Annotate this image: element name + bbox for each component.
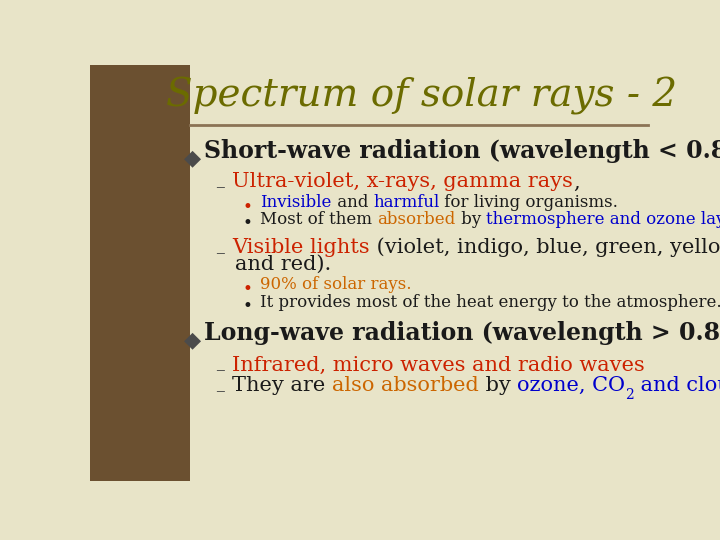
- Text: –: –: [215, 178, 225, 197]
- Text: 2: 2: [626, 388, 634, 402]
- Text: –: –: [215, 382, 225, 400]
- Text: and clouds: and clouds: [634, 376, 720, 395]
- Text: Invisible: Invisible: [260, 194, 332, 211]
- Bar: [90, 65, 190, 481]
- Text: harmful: harmful: [373, 194, 439, 211]
- Text: –: –: [215, 244, 225, 262]
- Text: 90% of solar rays.: 90% of solar rays.: [260, 276, 412, 293]
- Text: by: by: [479, 376, 518, 395]
- Text: also absorbed: also absorbed: [332, 376, 479, 395]
- Text: and: and: [332, 194, 373, 211]
- Text: Most of them: Most of them: [260, 211, 377, 228]
- Text: ozone, CO: ozone, CO: [518, 376, 626, 395]
- Text: •: •: [243, 298, 253, 315]
- Text: by: by: [456, 211, 486, 228]
- Text: Spectrum of solar rays - 2: Spectrum of solar rays - 2: [166, 77, 678, 115]
- Text: •: •: [243, 215, 253, 232]
- Text: ,: ,: [573, 172, 580, 192]
- Text: Infrared, micro waves and radio waves: Infrared, micro waves and radio waves: [233, 355, 645, 374]
- Text: Long-wave radiation (wavelength > 0.8 micron): Long-wave radiation (wavelength > 0.8 mi…: [204, 321, 720, 345]
- Text: (violet, indigo, blue, green, yellow, orange: (violet, indigo, blue, green, yellow, or…: [370, 237, 720, 256]
- Text: •: •: [243, 281, 253, 298]
- Text: ◆: ◆: [184, 147, 201, 170]
- Text: They are: They are: [233, 376, 332, 395]
- Text: and red).: and red).: [235, 254, 331, 273]
- Text: absorbed: absorbed: [377, 211, 456, 228]
- Text: •: •: [243, 199, 253, 215]
- Text: Visible lights: Visible lights: [233, 238, 370, 256]
- Text: Short-wave radiation (wavelength < 0.8 micron): Short-wave radiation (wavelength < 0.8 m…: [204, 139, 720, 164]
- Text: Ultra-violet, x-rays, gamma rays: Ultra-violet, x-rays, gamma rays: [233, 172, 573, 192]
- Text: ◆: ◆: [184, 329, 201, 351]
- Text: –: –: [215, 361, 225, 380]
- Text: It provides most of the heat energy to the atmosphere.: It provides most of the heat energy to t…: [260, 294, 720, 311]
- Text: for living organisms.: for living organisms.: [439, 194, 618, 211]
- Text: thermosphere and ozone layer.: thermosphere and ozone layer.: [486, 211, 720, 228]
